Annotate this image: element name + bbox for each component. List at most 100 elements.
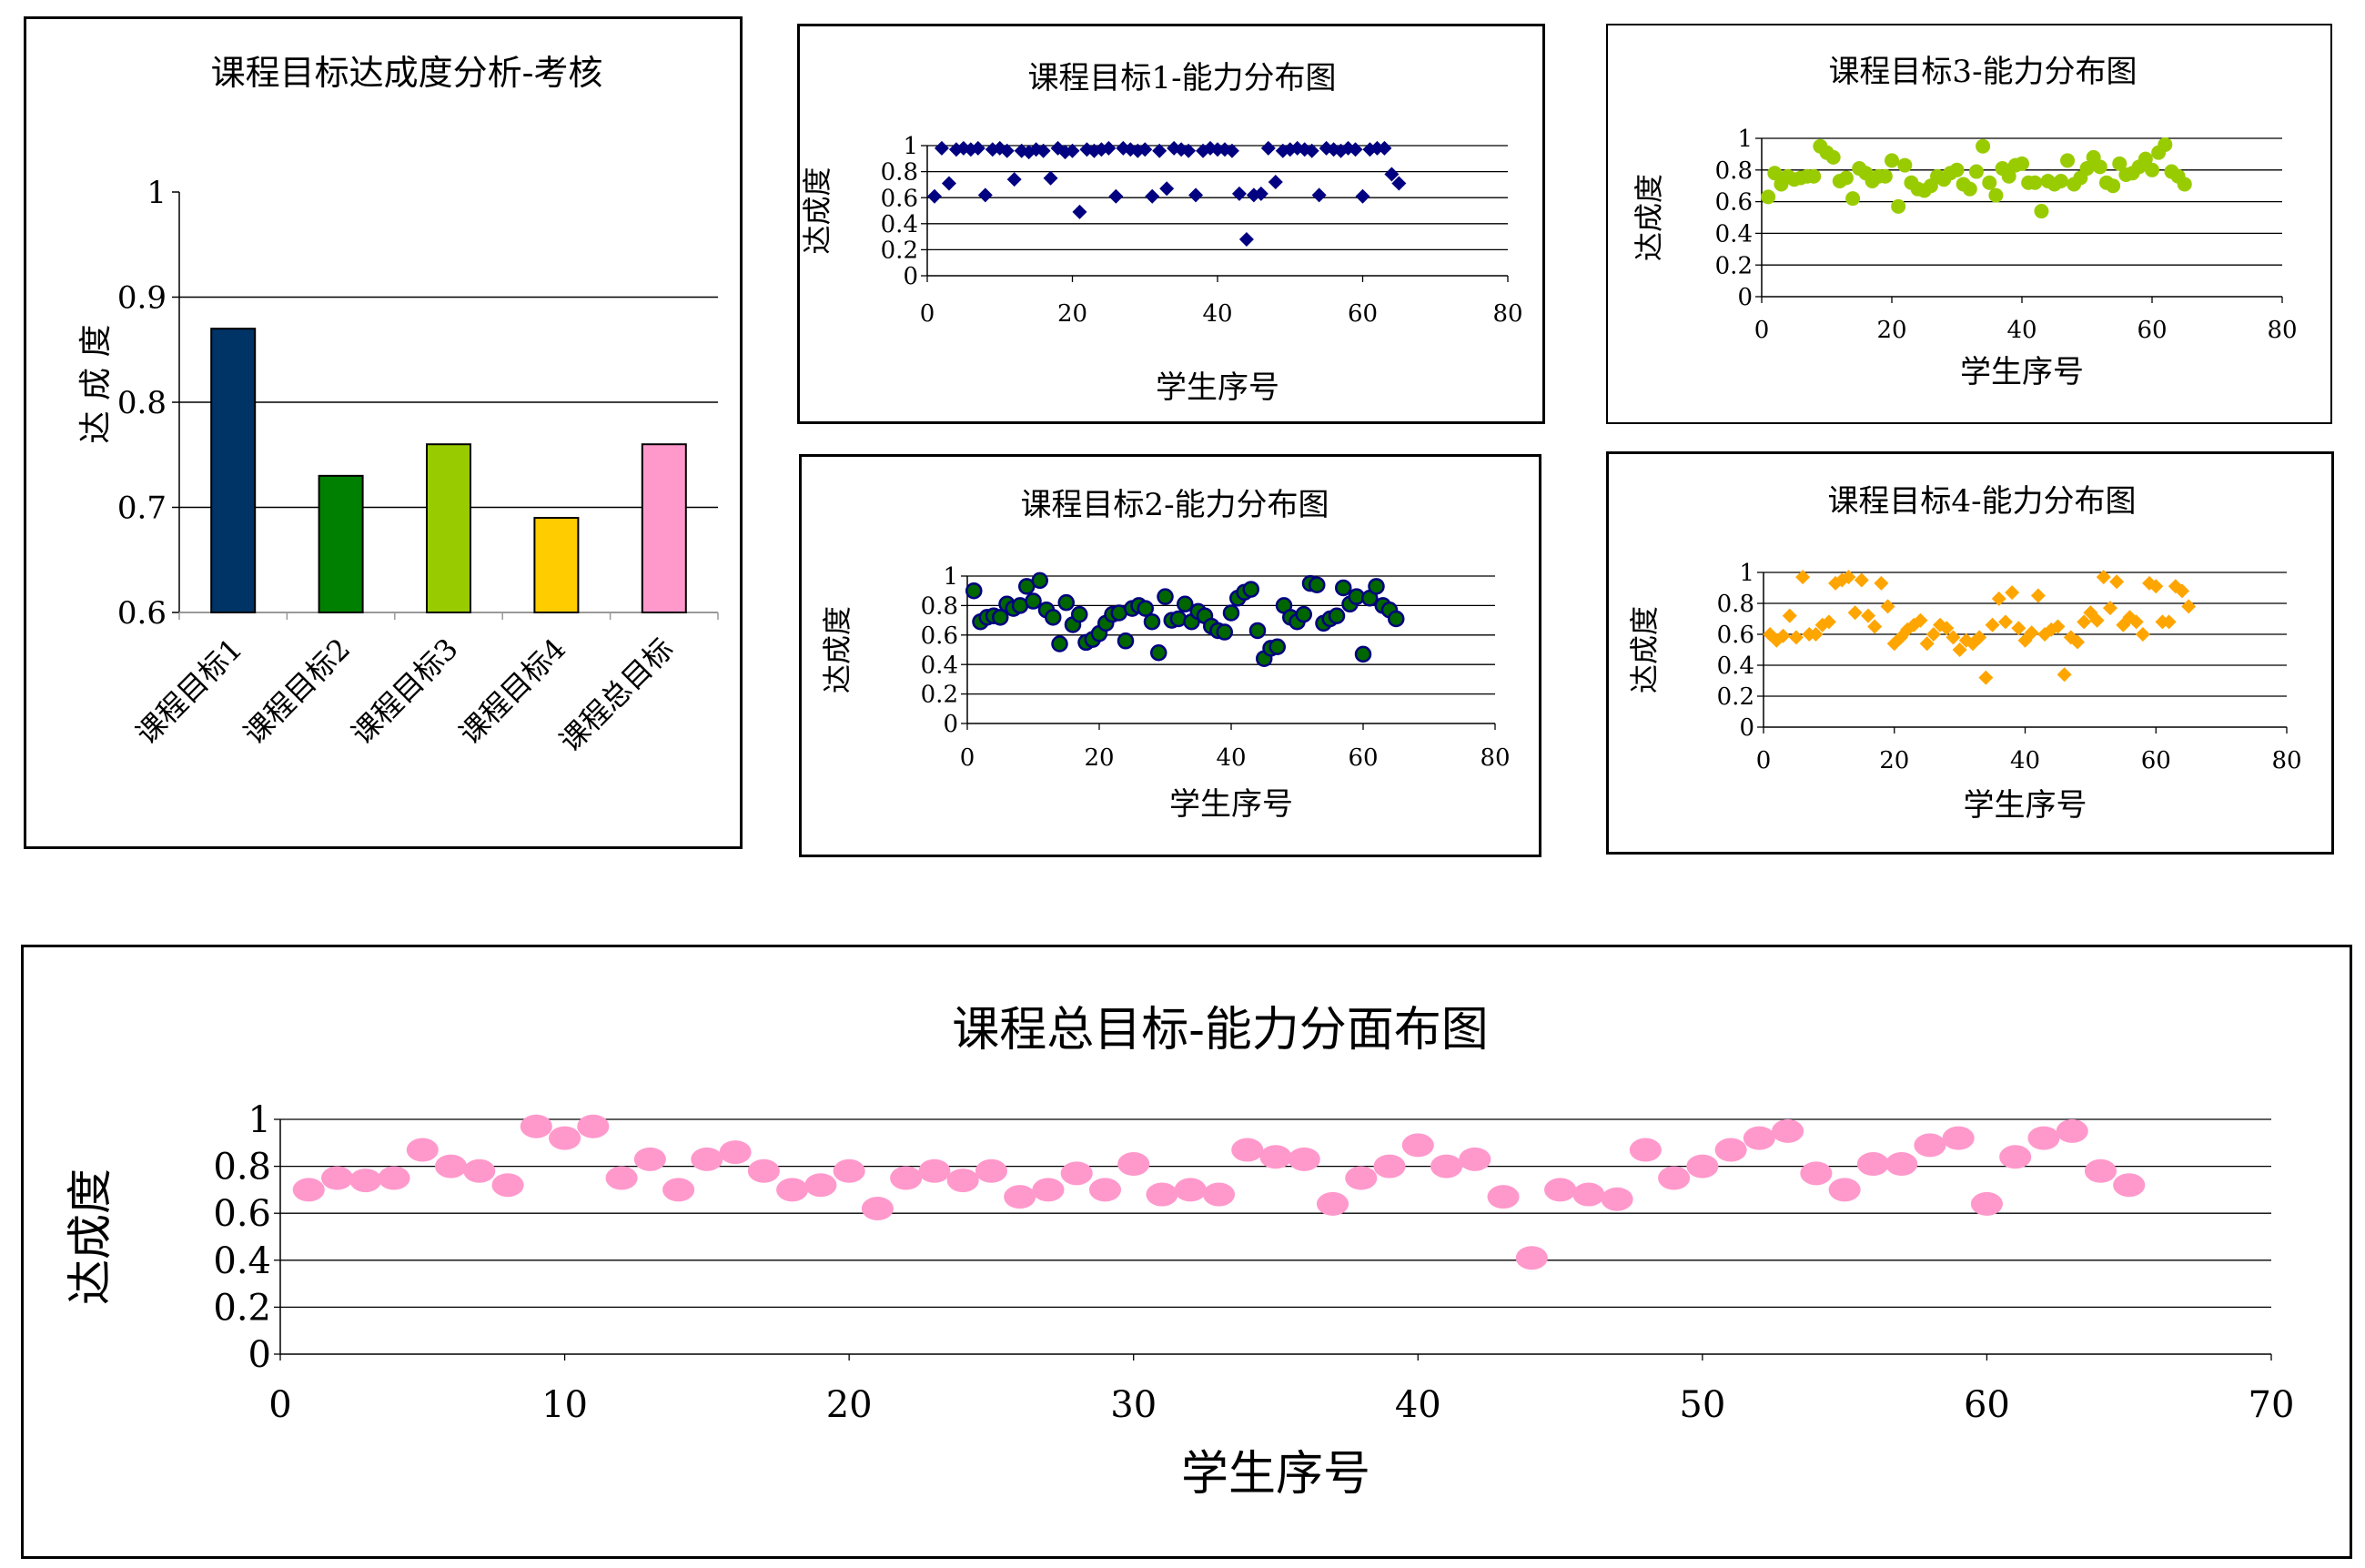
scatter-panel-total: 课程总目标-能力分面布图 0 0.2 0.4 0.6 0.8 1 0 10 20 30 40 50 60 7… [21,945,2352,1559]
data-point [1972,630,1987,645]
x-tick-label: 80 [2271,747,2301,774]
data-point [1821,614,1836,630]
data-point [1174,1178,1207,1202]
data-point [491,1173,524,1198]
y-tick-label: 0.7 [117,491,167,527]
data-point [1782,608,1797,623]
data-point [1181,143,1197,158]
data-point [1769,632,1784,648]
y-tick-label: 0 [1737,284,1753,311]
data-point [1259,1145,1292,1169]
data-point [1391,176,1407,191]
y-tick-label: 0 [903,263,918,290]
data-point [1152,143,1167,158]
data-point [985,142,1000,157]
data-point [2096,570,2111,585]
data-point [1060,1161,1093,1186]
data-point [1874,575,1889,591]
data-point [1891,198,1906,214]
x-tick-label: 80 [1480,744,1510,772]
data-point [1328,607,1346,624]
data-point [1157,588,1174,605]
data-point [1847,605,1863,621]
data-point [1914,1133,1946,1158]
data-point [1057,145,1073,160]
y-tick-label: 0.6 [1717,622,1754,649]
data-point [1978,670,1994,685]
data-point [1094,142,1109,157]
data-point [1137,600,1154,617]
y-tick-label: 0.6 [117,595,167,632]
data-point [992,609,1009,626]
x-tick-label: 20 [1057,300,1087,328]
category-label: 课程目标3 [345,632,465,752]
data-point [776,1178,809,1202]
data-point [1242,581,1259,598]
y-tick-label: 0.4 [921,652,958,679]
x-tick-label: 60 [1348,744,1378,772]
data-point [1036,143,1051,158]
x-tick-label: 0 [920,300,935,328]
y-tick-label: 0.8 [1717,591,1754,618]
x-tick-label: 50 [1679,1384,1725,1426]
data-point [2175,583,2189,599]
data-point [1772,1118,1804,1143]
x-tick-label: 60 [2141,747,2171,774]
data-point [1224,143,1239,158]
data-point [1854,572,1869,588]
data-point [1188,187,1204,203]
data-point [1952,642,1967,657]
data-point [1355,188,1370,204]
data-point [2053,173,2068,188]
data-point [1086,143,1102,158]
data-point [1761,189,1776,205]
data-point [2135,627,2150,642]
x-tick-label: 0 [1754,317,1770,344]
y-tick-label: 1 [943,563,958,591]
x-tick-label: 20 [1084,744,1114,772]
data-point [975,1158,1007,1183]
data-point [2027,1126,2060,1150]
data-point [2089,612,2105,628]
data-point [1880,599,1895,614]
x-tick-label: 40 [1216,744,1246,772]
data-point [999,143,1015,158]
data-point [1340,140,1356,156]
data-point [1572,1182,1605,1207]
x-tick-label: 20 [1879,747,1909,774]
x-tick-label: 0 [960,744,975,772]
x-tick-label: 0 [268,1384,291,1426]
data-point [890,1166,923,1190]
y-tick-label: 0.8 [921,593,958,621]
data-point [2060,153,2076,168]
data-point [1177,595,1194,613]
data-point [1260,140,1276,156]
data-point [804,1173,837,1198]
data-point [1629,1138,1662,1162]
data-point [1348,142,1363,157]
chart-title: 课程目标4-能力分布图 [1827,483,2136,520]
data-point [1976,138,1991,154]
data-point [1828,1178,1861,1202]
y-tick-label: 0.8 [117,385,167,421]
data-point [2083,605,2098,621]
data-point [1117,1152,1150,1177]
data-point [1057,593,1075,612]
data-point [1373,1154,1406,1179]
data-point [2056,1118,2088,1143]
data-point [2138,151,2153,167]
y-tick-label: 0.6 [881,185,918,212]
y-tick-label: 0.6 [921,622,958,650]
data-point [861,1197,894,1221]
x-tick-label: 40 [2010,747,2040,774]
data-point [2011,621,2026,636]
data-point [1021,145,1036,160]
data-point [747,1158,780,1183]
data-point [1906,617,1922,632]
category-label: 课程总目标 [552,632,680,759]
bar [641,443,687,614]
data-point [1130,143,1146,158]
data-point [2079,161,2095,177]
data-point [1982,175,1997,190]
data-point [1137,142,1153,157]
